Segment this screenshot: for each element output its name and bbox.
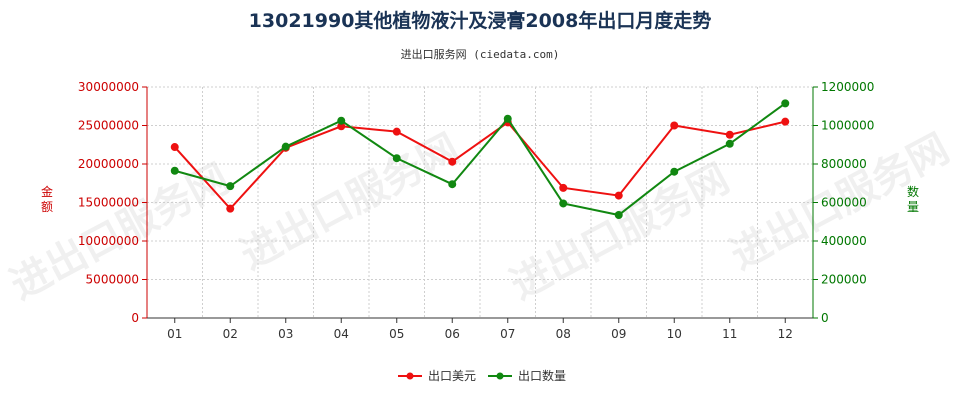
legend-swatch-marker: [406, 372, 414, 380]
x-tick-label: 07: [500, 327, 515, 341]
left-axis-label: 金额: [41, 184, 53, 214]
x-tick-label: 12: [778, 327, 793, 341]
chart-title: 13021990其他植物液汁及浸膏2008年出口月度走势: [249, 9, 712, 32]
left-tick-label: 25000000: [78, 119, 139, 133]
x-tick-label: 05: [389, 327, 404, 341]
x-tick-label: 01: [167, 327, 182, 341]
series-2-point: [170, 166, 179, 175]
series-1-point: [670, 121, 679, 130]
x-tick-label: 03: [278, 327, 293, 341]
left-tick-label: 15000000: [78, 196, 139, 210]
series-1-point: [226, 204, 235, 213]
series-2-line: [174, 102, 786, 217]
x-tick-label: 09: [611, 327, 626, 341]
series-1-point: [337, 122, 346, 131]
series-2-point: [614, 211, 623, 220]
right-tick-label: 1200000: [821, 80, 874, 94]
legend-label: 出口美元: [428, 369, 476, 383]
series-2-point: [725, 139, 734, 148]
x-tick-label: 10: [667, 327, 682, 341]
series-1-group: [170, 117, 790, 213]
series-1-point: [392, 127, 401, 136]
legend-label: 出口数量: [518, 368, 566, 383]
series-2-point: [226, 182, 235, 191]
left-tick-label: 0: [131, 311, 139, 325]
series-1-point: [559, 183, 568, 192]
series-2-point: [503, 114, 512, 123]
series-1-point: [781, 117, 790, 126]
series-2-point: [670, 167, 679, 176]
series-2-point: [337, 116, 346, 125]
series-1-point: [725, 130, 734, 139]
left-tick-label: 10000000: [78, 234, 139, 248]
right-tick-label: 800000: [821, 157, 867, 171]
chart-subtitle: 进出口服务网 (ciedata.com): [401, 47, 560, 61]
legend: 出口美元 出口数量: [398, 368, 566, 383]
x-tick-label: 04: [334, 327, 349, 341]
series-1-point: [170, 143, 179, 152]
series-1-point: [448, 157, 457, 166]
series-2-point: [392, 154, 401, 163]
right-tick-label: 600000: [821, 196, 867, 210]
right-tick-label: 400000: [821, 234, 867, 248]
right-tick-label: 1000000: [821, 119, 874, 133]
x-tick-label: 02: [223, 327, 238, 341]
x-tick-label: 08: [556, 327, 571, 341]
x-tick-label: 11: [722, 327, 737, 341]
right-axis-label: 数量: [907, 184, 919, 214]
left-tick-label: 30000000: [78, 80, 139, 94]
right-tick-label: 200000: [821, 273, 867, 287]
series-2-point: [448, 180, 457, 189]
series-2-group: [170, 99, 790, 220]
right-tick-label: 0: [821, 311, 829, 325]
series-1-point: [614, 191, 623, 200]
series-1-line: [174, 120, 786, 211]
x-tick-label: 06: [445, 327, 460, 341]
left-tick-label: 20000000: [78, 157, 139, 171]
series-2-point: [281, 142, 290, 151]
left-tick-label: 5000000: [86, 273, 139, 287]
legend-swatch-marker: [496, 372, 504, 380]
series-2-point: [559, 199, 568, 208]
series-2-point: [781, 99, 790, 108]
grid-lines: [147, 86, 813, 318]
